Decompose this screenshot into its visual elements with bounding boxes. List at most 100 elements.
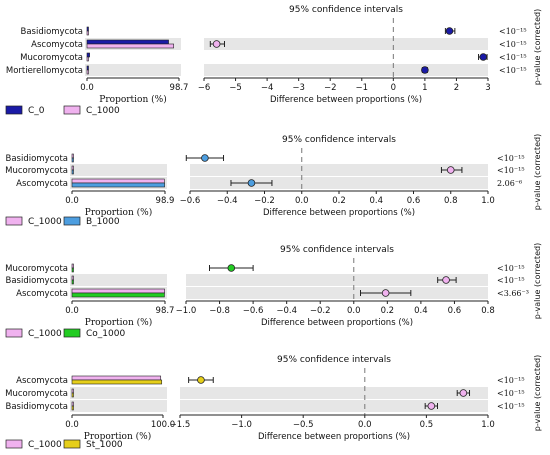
panel-title: 95% confidence intervals [277,355,391,365]
x-tick-label: 0.8 [444,196,458,206]
legend-swatch [63,105,81,115]
x-tick-label: −0.6 [180,196,201,206]
panel-3: 95% confidence intervals Mucoromycota <10⁻… [5,243,542,339]
p-axis-label: p-value (corrected) [533,9,542,85]
bar-group-b [71,379,163,385]
legend-label: C_0 [28,106,45,116]
p-value: <10⁻¹⁵ [499,53,527,62]
row-label: Mucoromycota [5,389,68,399]
x-tick-label: −0.8 [209,306,230,316]
panel-4: 95% confidence intervals Ascomycota <10⁻¹⁵… [5,355,542,450]
x-tick-label: −2 [324,83,337,93]
p-value: <10⁻¹⁵ [499,27,527,36]
bar-group-a [71,288,165,294]
bar-group-b [71,292,165,298]
row-band-right [186,274,488,286]
bar-group-b [71,279,74,285]
panel-title: 95% confidence intervals [282,135,396,145]
left-tick-label: 98.9 [156,196,175,206]
diff-point [247,179,256,187]
x-axis-label: Difference between proportions (%) [270,95,422,105]
bar-group-a [71,178,165,184]
x-tick-label: −1 [356,83,369,93]
row-label: Ascomycota [16,376,68,386]
diff-point [446,166,455,174]
x-tick-label: 0.0 [358,420,372,430]
p-value: 2.06⁻⁶ [497,179,522,188]
p-value: <10⁻¹⁵ [497,376,525,385]
row-band-right [180,400,488,412]
bar-group-a [71,375,162,381]
p-value: <3.66⁻³ [497,289,529,298]
left-tick-label: 0.0 [65,306,79,316]
row-band-left [70,400,167,412]
x-tick-label: −5 [229,83,242,93]
legend-label: Co_1000 [86,329,125,339]
x-tick-label: 0.5 [420,420,434,430]
row-label: Mucoromycota [20,53,83,63]
bar-group-b [71,169,74,175]
p-value: <10⁻¹⁵ [499,66,527,75]
left-tick-label: 100.0 [151,420,175,430]
row-band-right [186,287,488,299]
legend-label: B_1000 [86,217,120,227]
x-tick-label: 0.6 [407,196,421,206]
left-tick-label: 98.7 [170,83,189,93]
x-tick-label: 0.0 [295,196,309,206]
p-value: <10⁻¹⁵ [497,276,525,285]
bar-group-a [86,65,89,71]
x-tick-label: −0.5 [293,420,314,430]
bar-group-a [71,388,74,394]
x-tick-label: −1.0 [231,420,252,430]
diff-point [381,289,390,297]
diff-point [421,66,429,74]
legend-label: C_1000 [28,440,62,450]
x-tick-label: −0.2 [254,196,275,206]
x-tick-label: −0.2 [310,306,331,316]
legend-swatch [5,328,23,338]
row-label: Ascomycota [16,179,68,189]
bar-group-a [86,39,169,45]
bar-group-b [71,157,74,163]
panel-2: 95% confidence intervals Basidiomycota <10… [5,134,542,227]
figure-root: 95% confidence intervals Basidiomycota <10… [5,5,542,450]
x-tick-label: −4 [261,83,274,93]
left-axis-label: Proportion (%) [85,317,152,328]
legend-label: C_1000 [28,329,62,339]
legend-swatch [63,328,81,338]
diff-point [445,27,454,35]
p-value: <10⁻¹⁵ [497,389,525,398]
legend-label: St_1000 [86,440,123,450]
p-value: <10⁻¹⁵ [497,264,525,273]
bar-group-b [86,43,174,49]
diff-point [427,402,436,410]
legend-label: C_1000 [86,106,120,116]
x-tick-label: 0.2 [381,306,395,316]
x-tick-label: −3 [292,83,305,93]
x-tick-label: 1 [422,83,427,93]
row-label: Basidiomycota [5,276,68,286]
row-label: Ascomycota [31,40,83,50]
x-tick-label: 0.8 [481,306,495,316]
p-value: <10⁻¹⁵ [497,154,525,163]
x-tick-label: −0.6 [243,306,264,316]
bar-group-b [71,392,74,398]
x-axis-label: Difference between proportions (%) [261,318,413,328]
row-label: Mucoromycota [5,166,68,176]
legend-swatch [5,105,23,115]
row-band-right [180,387,488,399]
bar-group-a [71,263,74,269]
diff-point [479,53,488,61]
legend-swatch [63,216,81,226]
bar-group-a [71,401,74,407]
x-tick-label: −1.5 [170,420,191,430]
row-label: Basidiomycota [20,27,83,37]
p-axis-label: p-value (corrected) [533,243,542,319]
bar-group-b [86,30,89,36]
x-tick-label: 0.2 [332,196,346,206]
diff-point [227,264,236,272]
diff-point [459,389,468,397]
p-value: <10⁻¹⁵ [497,166,525,175]
row-label: Basidiomycota [5,154,68,164]
